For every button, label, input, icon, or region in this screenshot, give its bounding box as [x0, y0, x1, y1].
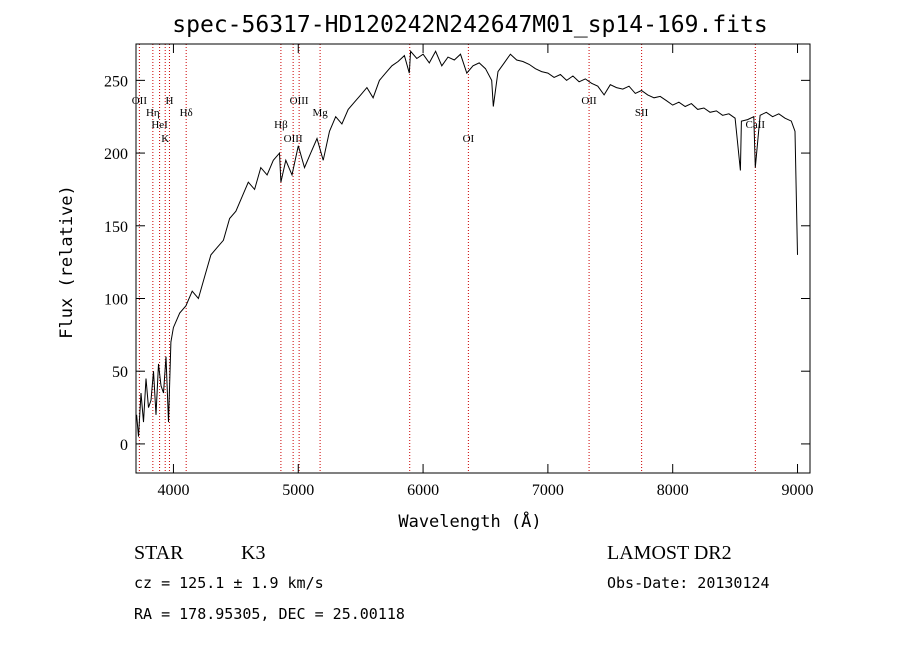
- spectrum-line: [136, 50, 798, 437]
- coordinates: RA = 178.95305, DEC = 25.00118: [134, 605, 405, 623]
- y-axis-label: Flux (relative): [57, 185, 77, 339]
- line-marker-label: CaII: [746, 119, 766, 131]
- line-marker-label: OII: [581, 95, 597, 107]
- x-tick-label: 6000: [407, 482, 439, 499]
- observation-date: Obs-Date: 20130124: [607, 574, 770, 592]
- line-marker-label: HeI: [151, 119, 168, 131]
- line-marker-label: Mg: [312, 107, 328, 119]
- axis-ticks: 4000 5000 6000 7000 8000 9000 0 50 100 150 200 250: [104, 44, 814, 499]
- x-axis-label: Wavelength (Å): [398, 510, 541, 532]
- line-marker-label: SII: [635, 107, 649, 119]
- line-marker-label: OI: [463, 133, 475, 145]
- line-marker-label: Hβ: [274, 119, 288, 131]
- x-tick-label: 4000: [157, 482, 189, 499]
- object-class: STAR: [134, 542, 184, 564]
- line-marker-label: Hη: [146, 107, 160, 119]
- x-tick-label: 7000: [532, 482, 564, 499]
- plot-frame: [135, 43, 811, 474]
- x-tick-label: 8000: [657, 482, 689, 499]
- object-subclass: K3: [241, 542, 265, 564]
- line-marker-label: K: [161, 133, 169, 145]
- y-tick-label: 200: [104, 146, 128, 163]
- chart-title: spec-56317-HD120242N242647M01_sp14-169.f…: [172, 12, 767, 38]
- x-tick-label: 9000: [782, 482, 814, 499]
- line-marker-label: OIII: [290, 95, 309, 107]
- y-tick-label: 150: [104, 219, 128, 236]
- x-tick-label: 5000: [282, 482, 314, 499]
- line-marker-label: OII: [132, 95, 148, 107]
- y-tick-label: 50: [112, 364, 128, 381]
- survey-name: LAMOST DR2: [607, 542, 732, 564]
- y-tick-label: 250: [104, 73, 128, 90]
- y-tick-label: 0: [120, 437, 128, 454]
- line-marker-label: Hδ: [180, 107, 193, 119]
- line-marker-label: OIII: [284, 133, 303, 145]
- y-tick-label: 100: [104, 291, 128, 308]
- line-marker-label: H: [165, 95, 173, 107]
- redshift-cz: cz = 125.1 ± 1.9 km/s: [134, 574, 324, 592]
